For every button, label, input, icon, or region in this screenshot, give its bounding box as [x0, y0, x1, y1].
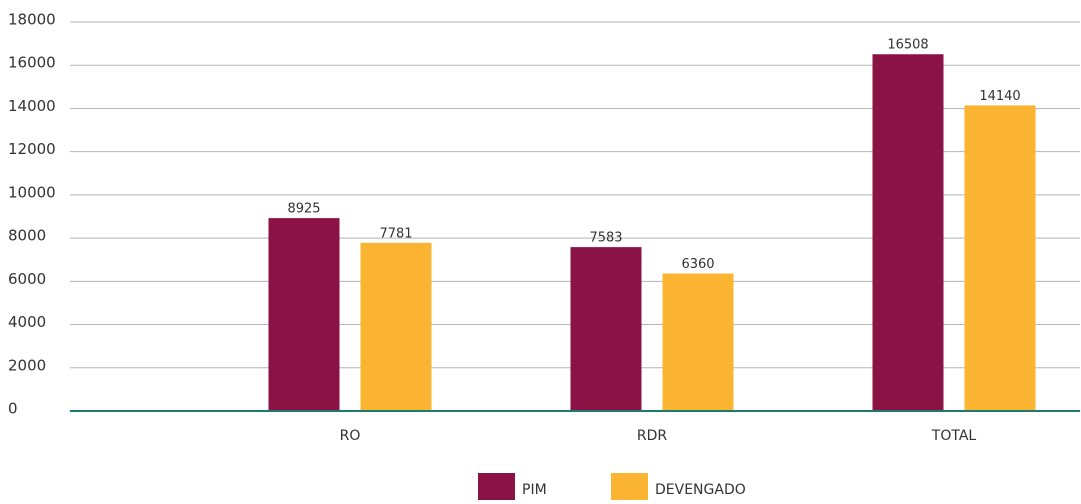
y-tick-label: 8000 — [8, 227, 46, 245]
x-tick-label: RO — [340, 428, 361, 444]
value-label: 14140 — [979, 89, 1020, 104]
y-tick-label: 18000 — [8, 11, 56, 29]
legend-swatch — [611, 473, 648, 500]
y-tick-label: 10000 — [8, 183, 56, 201]
bar — [360, 242, 432, 411]
legend-label: PIM — [522, 482, 547, 498]
y-tick-label: 6000 — [8, 270, 46, 288]
legend-swatch — [478, 473, 515, 500]
y-tick-label: 16000 — [8, 54, 56, 72]
y-tick-label: 12000 — [8, 140, 56, 158]
bar — [872, 54, 944, 412]
bar — [964, 105, 1036, 412]
bar — [570, 247, 642, 411]
value-label: 7781 — [379, 226, 412, 241]
value-label: 8925 — [287, 202, 320, 217]
y-tick-label: 2000 — [8, 356, 46, 374]
legend-label: DEVENGADO — [655, 482, 746, 498]
y-tick-label: 14000 — [8, 97, 56, 115]
value-label: 6360 — [681, 257, 714, 272]
x-tick-label: TOTAL — [931, 428, 977, 444]
bar — [662, 273, 734, 411]
y-tick-label: 4000 — [8, 313, 46, 331]
bar — [268, 218, 340, 411]
value-label: 16508 — [887, 38, 928, 53]
value-label: 7583 — [589, 231, 622, 246]
x-tick-label: RDR — [637, 428, 668, 444]
y-tick-label: 0 — [8, 400, 18, 418]
